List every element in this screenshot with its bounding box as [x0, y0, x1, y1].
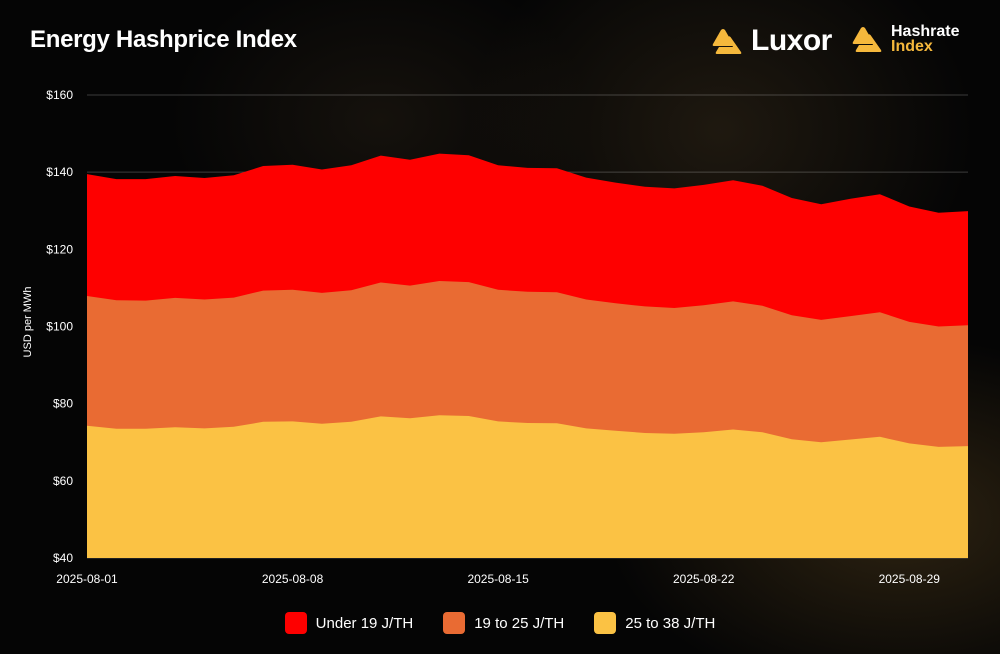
- y-tick-label: $40: [53, 551, 73, 565]
- y-tick-label: $100: [46, 320, 73, 334]
- legend-label: 19 to 25 J/TH: [474, 614, 565, 632]
- area-series: [87, 153, 968, 558]
- hashrate-wordmark: Hashrate: [891, 23, 960, 40]
- hashrate-index-brand: Hashrate Index: [851, 23, 960, 55]
- x-tick-label: 2025-08-08: [262, 572, 324, 586]
- legend-item-19-to-25[interactable]: 19 to 25 J/TH: [443, 612, 564, 634]
- index-wordmark: Index: [891, 38, 933, 55]
- luxor-wordmark: Luxor: [751, 24, 832, 57]
- chart-title: Energy Hashprice Index: [30, 26, 297, 53]
- legend-item-under-19[interactable]: Under 19 J/TH: [284, 612, 414, 634]
- x-tick-label: 2025-08-01: [56, 572, 118, 586]
- y-tick-label: $160: [46, 88, 73, 102]
- x-axis-ticks: 2025-08-01 2025-08-08 2025-08-15 2025-08-22…: [56, 572, 940, 586]
- area-25-to-38-j-th[interactable]: [87, 415, 968, 558]
- legend-swatch: [284, 612, 307, 634]
- legend-swatch: [594, 612, 617, 634]
- y-tick-label: $120: [46, 242, 73, 256]
- y-tick-label: $60: [53, 474, 73, 488]
- x-tick-label: 2025-08-29: [879, 572, 941, 586]
- x-tick-label: 2025-08-22: [673, 572, 735, 586]
- luxor-logo-icon: [712, 29, 742, 54]
- x-tick-label: 2025-08-15: [467, 572, 529, 586]
- y-axis-ticks: $40 $60 $80 $100 $120 $140 $160: [46, 88, 73, 565]
- y-tick-label: $140: [46, 165, 73, 179]
- y-tick-label: $80: [53, 397, 73, 411]
- y-axis-label: USD per MWh: [22, 287, 34, 358]
- legend-label: Under 19 J/TH: [315, 614, 414, 632]
- hashrate-index-logo-icon: [852, 27, 882, 52]
- legend-item-25-to-38[interactable]: 25 to 38 J/TH: [594, 612, 715, 634]
- legend-swatch: [443, 612, 466, 634]
- legend: Under 19 J/TH 19 to 25 J/TH 25 to 38 J/T…: [0, 612, 1000, 634]
- luxor-brand: Luxor: [711, 24, 832, 58]
- legend-label: 25 to 38 J/TH: [625, 614, 716, 632]
